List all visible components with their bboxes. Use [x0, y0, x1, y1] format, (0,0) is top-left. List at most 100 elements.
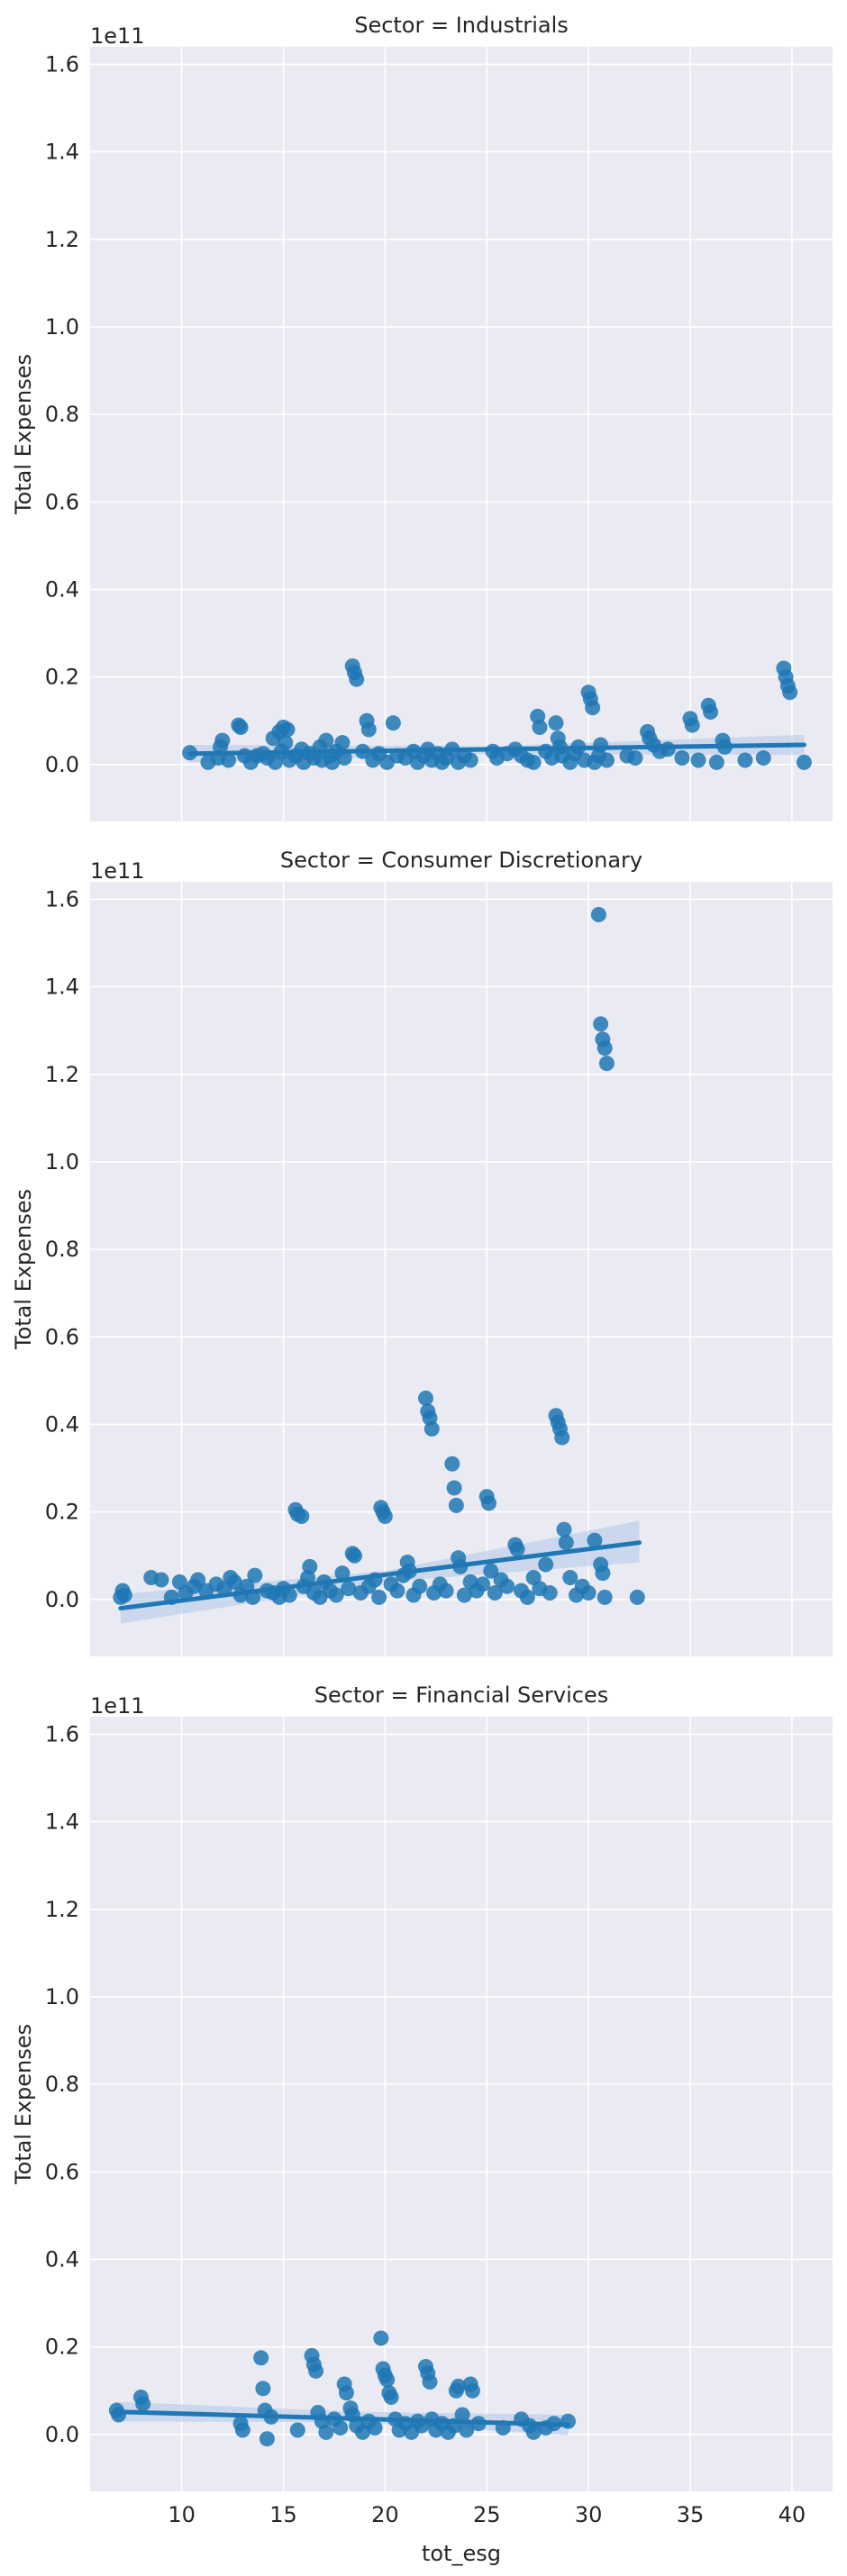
- x-tick-label: 40: [779, 2502, 806, 2527]
- data-point: [417, 1390, 433, 1406]
- x-tick-label: 30: [575, 2502, 603, 2527]
- y-tick-label: 1.4: [45, 975, 79, 1000]
- data-point: [483, 1563, 499, 1579]
- y-tick-label: 0.8: [45, 402, 79, 427]
- data-point: [278, 735, 294, 751]
- data-point: [598, 752, 615, 768]
- data-point: [558, 1535, 574, 1551]
- y-tick-label: 1.4: [45, 140, 79, 165]
- data-point: [214, 732, 231, 748]
- data-point: [379, 2372, 396, 2388]
- y-tick-label: 0.8: [45, 2072, 79, 2097]
- data-point: [593, 1016, 609, 1032]
- data-point: [796, 754, 812, 770]
- data-point: [438, 1583, 454, 1599]
- y-tick-label: 0.0: [45, 1587, 79, 1612]
- data-point: [519, 1589, 535, 1605]
- data-point: [389, 1583, 405, 1599]
- data-point: [281, 1587, 297, 1603]
- data-point: [328, 1587, 344, 1603]
- data-point: [597, 1589, 613, 1605]
- plot-area: [90, 882, 833, 1656]
- facet-title: Sector = Industrials: [354, 13, 569, 38]
- data-point: [135, 2396, 151, 2412]
- data-point: [532, 720, 548, 736]
- data-point: [480, 1495, 496, 1511]
- y-tick-label: 1.4: [45, 1810, 79, 1835]
- data-point: [597, 1040, 613, 1057]
- data-point: [153, 1572, 169, 1588]
- data-point: [708, 754, 724, 770]
- regression-line: [112, 2409, 571, 2427]
- data-point: [221, 752, 237, 768]
- data-point: [556, 1521, 572, 1537]
- y-offset-label: 1e11: [90, 858, 145, 884]
- data-point: [341, 1581, 357, 1597]
- y-tick-label: 0.8: [45, 1237, 79, 1262]
- x-tick-label: 25: [473, 2502, 501, 2527]
- data-point: [360, 721, 377, 738]
- data-point: [377, 1509, 393, 1525]
- data-point: [755, 750, 771, 766]
- y-tick-label: 0.4: [45, 1411, 79, 1437]
- facet-panel-consumer-discretionary: Sector = Consumer Discretionary 1e11 Tot…: [11, 848, 833, 1656]
- y-tick-label: 1.0: [45, 314, 79, 340]
- y-tick-label: 0.6: [45, 1324, 79, 1349]
- data-point: [580, 1585, 597, 1601]
- y-tick-label: 0.0: [45, 752, 79, 777]
- data-point: [562, 1570, 578, 1586]
- data-point: [462, 752, 478, 768]
- data-point: [367, 2420, 383, 2436]
- data-point: [116, 1587, 132, 1603]
- data-point: [318, 732, 334, 748]
- data-point: [334, 1565, 351, 1582]
- facet-title: Sector = Financial Services: [314, 1683, 608, 1708]
- data-point: [451, 2378, 467, 2394]
- data-point: [590, 906, 606, 922]
- facet-title: Sector = Consumer Discretionary: [280, 848, 642, 873]
- facet-panel-industrials: Sector = Industrials 1e11 Total Expenses…: [11, 13, 833, 821]
- data-point: [629, 1589, 645, 1605]
- panel-background: [90, 47, 833, 821]
- x-tick-label: 35: [677, 2502, 705, 2527]
- y-tick-label: 0.4: [45, 2246, 79, 2272]
- data-point: [459, 2422, 475, 2438]
- data-point: [346, 1547, 362, 1564]
- regression-line: [118, 1540, 642, 1611]
- y-axis-label: Total Expenses: [11, 2024, 36, 2185]
- data-point: [684, 717, 700, 733]
- y-axis-label: Total Expenses: [11, 1189, 36, 1350]
- y-tick-label: 0.4: [45, 576, 79, 602]
- x-tick-label: 20: [371, 2502, 399, 2527]
- data-point: [627, 750, 643, 766]
- x-axis-label: tot_esg: [422, 2541, 501, 2566]
- data-point: [255, 2381, 271, 2397]
- data-point: [548, 715, 564, 731]
- y-tick-label: 1.2: [45, 1062, 79, 1087]
- data-point: [598, 1056, 615, 1072]
- y-tick-label: 1.2: [45, 1897, 79, 1922]
- data-point: [587, 1532, 603, 1548]
- data-point: [232, 720, 249, 736]
- y-tick-label: 0.6: [45, 489, 79, 514]
- data-point: [499, 1578, 515, 1594]
- data-point: [349, 671, 365, 687]
- y-tick-label: 0.6: [45, 2159, 79, 2184]
- data-point: [289, 2422, 305, 2438]
- data-point: [332, 2420, 349, 2436]
- y-tick-label: 1.0: [45, 1984, 79, 2009]
- panel-background: [90, 882, 833, 1656]
- data-point: [234, 2422, 250, 2438]
- y-tick-label: 0.2: [45, 1500, 79, 1525]
- data-point: [660, 741, 676, 757]
- data-point: [385, 715, 401, 731]
- y-tick-label: 1.6: [45, 51, 79, 77]
- data-point: [595, 1565, 611, 1582]
- data-point: [690, 752, 706, 768]
- y-tick-label: 1.2: [45, 227, 79, 252]
- data-point: [454, 2407, 470, 2423]
- data-point: [190, 1572, 206, 1588]
- data-point: [525, 754, 542, 770]
- data-point: [593, 737, 609, 753]
